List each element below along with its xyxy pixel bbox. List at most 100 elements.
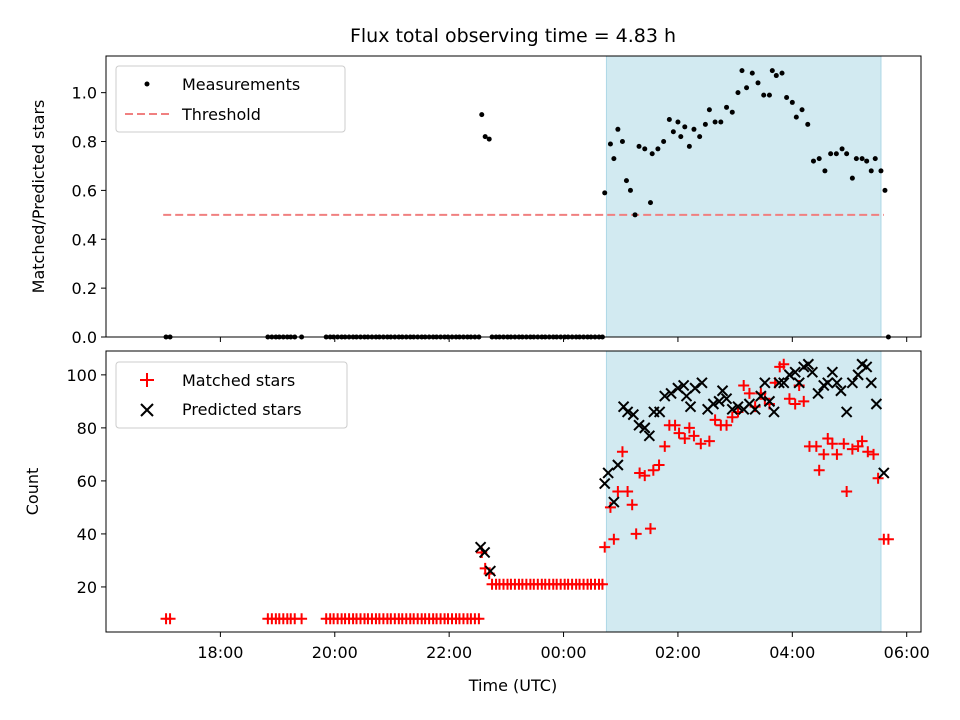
measurement-point [805,121,811,127]
predicted-star-point [759,377,771,389]
matched-star-point [596,578,608,590]
matched-star-point [862,446,874,458]
measurement-point [882,187,888,193]
y-tick-label: 0.8 [72,133,97,152]
y-tick-label: 0.2 [72,279,97,298]
y-tick-label: 0.4 [72,230,97,249]
matched-star-point [826,438,838,450]
ratio-legend: Measurements Threshold [115,65,346,133]
predicted-star-point [639,422,651,434]
matched-star-point [868,448,880,460]
matched-star-point [726,411,738,423]
predicted-stars-points [474,358,890,577]
matched-star-point [789,398,801,410]
measurement-point [773,73,779,79]
matched-star-point [856,435,868,447]
matched-stars-points [160,358,894,625]
predicted-star-point [768,406,780,418]
legend-predicted-marker [140,403,154,417]
measurement-point [619,139,625,145]
count-y-ticks: 20 40 60 80 100 [66,366,106,597]
predicted-star-point [484,565,497,577]
measurement-point [769,68,775,74]
predicted-star-point [684,400,697,413]
measurement-point [739,68,745,74]
matched-star-point [838,438,850,450]
measurement-point [686,143,692,149]
predicted-star-point [783,369,796,381]
measurement-point [655,146,661,152]
predicted-star-point [720,393,733,405]
matched-star-point [813,464,825,476]
matched-star-point [783,393,795,405]
measurement-point [839,146,845,152]
predicted-star-point [802,358,815,370]
predicted-star-point [773,377,785,389]
predicted-star-point [755,390,767,402]
matched-star-point [612,486,624,497]
predicted-star-point [643,430,656,442]
predicted-star-point [599,477,611,490]
x-tick-label: 18:00 [197,643,243,662]
matched-star-point [644,523,656,535]
predicted-star-point [726,403,738,416]
measurement-point [602,190,608,196]
y-tick-label: 80 [77,419,97,438]
measurement-point [789,99,795,105]
predicted-star-point [865,377,877,389]
predicted-star-point [627,408,640,421]
predicted-star-point [732,400,744,413]
measurement-point [761,92,767,98]
measurement-point [647,200,653,206]
predicted-star-point [831,377,843,389]
predicted-star-point [608,496,620,508]
measurement-point [670,129,676,135]
matched-star-point [634,467,646,479]
measurement-point [632,212,638,218]
measurement-point [636,143,642,149]
predicted-star-point [478,546,491,559]
ratio-y-ticks: 0.0 0.2 0.4 0.6 0.8 1.0 [72,84,106,347]
measurement-point [642,146,648,152]
x-tick-label: 04:00 [769,643,815,662]
predicted-star-point [840,406,853,418]
measurement-point [479,112,485,118]
ratio-panel: 0.0 0.2 0.4 0.6 0.8 1.0 Matched/Predicted sta… [29,55,922,347]
matched-star-point [669,419,681,431]
measurement-point [749,70,755,76]
x-tick-label: 00:00 [540,643,586,662]
matched-star-point [653,459,665,471]
measurement-point [844,151,850,157]
matched-star-point [872,472,884,484]
measurement-point [868,168,874,174]
matched-star-point [296,613,308,625]
predicted-star-point [696,377,708,389]
x-tick-label: 20:00 [312,643,358,662]
observing-span-shade [605,55,882,338]
ratio-y-axis-label: Matched/Predicted stars [29,100,48,294]
legend-measurements-marker [144,81,150,87]
count-panel: 20 40 60 80 100 18:00 20:00 22:00 00:00 02:00 04:… [23,350,930,695]
legend-matched-label: Matched stars [182,371,295,390]
matched-star-point [639,470,651,482]
measurement-point [682,124,688,130]
predicted-star-point [870,398,883,410]
measurement-point [729,109,735,115]
predicted-star-point [860,361,873,373]
y-tick-label: 0.6 [72,181,97,200]
x-tick-label: 02:00 [655,643,701,662]
matched-star-point [778,358,790,370]
count-legend: Matched stars Predicted stars [115,361,348,429]
observing-span-shade-bottom [605,350,882,633]
predicted-star-point [812,387,824,400]
measurement-point [697,134,703,140]
ratio-panel-frame [105,55,922,338]
measurement-point [611,156,617,162]
measurement-point [678,134,684,140]
measurement-point [691,126,697,132]
predicted-star-point [677,379,690,392]
matched-star-point [616,446,628,458]
measurement-point [666,117,672,123]
matched-star-point [738,379,750,391]
matched-star-point [647,464,659,476]
